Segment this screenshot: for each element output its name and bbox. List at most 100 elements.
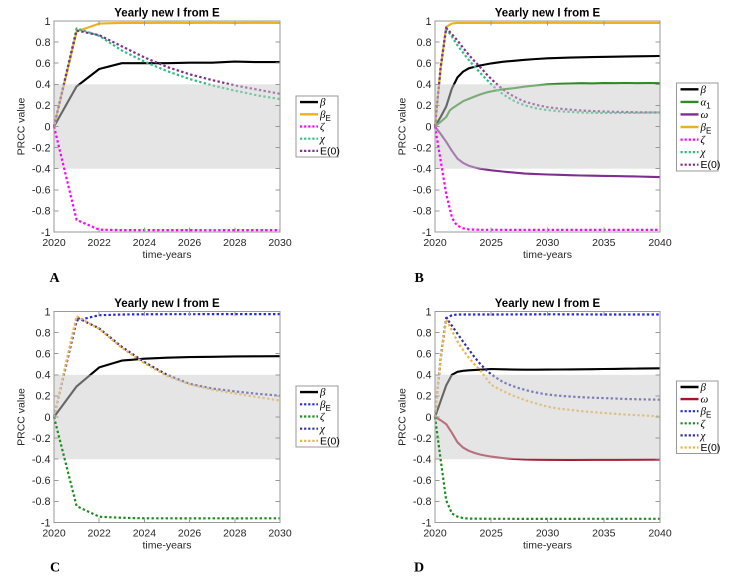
svg-text:χ: χ <box>319 423 326 435</box>
svg-text:PRCC value: PRCC value <box>16 388 28 446</box>
svg-text:Yearly new I from E: Yearly new I from E <box>495 8 601 20</box>
svg-text:0: 0 <box>425 121 431 133</box>
svg-text:B: B <box>415 271 424 286</box>
svg-text:β: β <box>319 387 326 399</box>
svg-text:1: 1 <box>425 306 431 318</box>
svg-text:ζ: ζ <box>701 134 707 146</box>
svg-text:2022: 2022 <box>88 237 112 249</box>
svg-text:ω: ω <box>701 394 709 406</box>
svg-text:2025: 2025 <box>480 528 504 540</box>
svg-text:β: β <box>319 97 326 109</box>
svg-text:C: C <box>50 561 60 576</box>
svg-text:0.8: 0.8 <box>416 37 431 49</box>
svg-text:β: β <box>700 84 707 96</box>
svg-text:time-years: time-years <box>142 540 191 552</box>
svg-text:βE: βE <box>700 122 712 136</box>
svg-text:2030: 2030 <box>268 237 292 249</box>
svg-text:0.2: 0.2 <box>416 100 431 112</box>
svg-text:2026: 2026 <box>178 237 202 249</box>
svg-text:1: 1 <box>44 306 50 318</box>
svg-text:-0.8: -0.8 <box>32 496 51 508</box>
svg-text:βE: βE <box>700 406 712 420</box>
svg-text:1: 1 <box>44 16 50 28</box>
svg-text:0.6: 0.6 <box>416 349 431 361</box>
svg-text:1: 1 <box>425 16 431 28</box>
svg-text:χ: χ <box>700 147 707 159</box>
svg-text:-0.8: -0.8 <box>413 496 432 508</box>
svg-text:0: 0 <box>425 412 431 424</box>
svg-text:χ: χ <box>700 430 707 442</box>
svg-text:Yearly new I from E: Yearly new I from E <box>114 8 220 20</box>
svg-text:-0.4: -0.4 <box>413 164 432 176</box>
svg-text:2028: 2028 <box>223 237 247 249</box>
svg-text:0.8: 0.8 <box>416 327 431 339</box>
svg-text:0.8: 0.8 <box>35 37 50 49</box>
svg-text:-0.8: -0.8 <box>413 206 432 218</box>
svg-text:0.6: 0.6 <box>416 58 431 70</box>
svg-text:0.4: 0.4 <box>35 370 50 382</box>
svg-text:PRCC value: PRCC value <box>16 97 28 155</box>
svg-text:E(0): E(0) <box>320 435 340 447</box>
svg-text:0.6: 0.6 <box>35 349 50 361</box>
svg-text:2022: 2022 <box>88 528 112 540</box>
svg-text:-0.6: -0.6 <box>32 185 51 197</box>
svg-text:2020: 2020 <box>42 528 66 540</box>
svg-text:E(0): E(0) <box>701 442 721 454</box>
svg-text:0.4: 0.4 <box>416 79 431 91</box>
svg-text:ζ: ζ <box>701 418 707 430</box>
svg-text:2030: 2030 <box>536 528 560 540</box>
svg-text:D: D <box>414 561 424 576</box>
svg-text:-0.2: -0.2 <box>413 142 432 154</box>
svg-text:2028: 2028 <box>223 528 247 540</box>
svg-text:-0.4: -0.4 <box>32 164 51 176</box>
svg-text:2020: 2020 <box>423 528 447 540</box>
svg-text:ζ: ζ <box>320 121 326 133</box>
svg-text:-0.6: -0.6 <box>413 475 432 487</box>
svg-text:-0.6: -0.6 <box>32 475 51 487</box>
svg-text:0: 0 <box>44 412 50 424</box>
svg-text:-0.6: -0.6 <box>413 185 432 197</box>
svg-text:0.8: 0.8 <box>35 327 50 339</box>
svg-text:2024: 2024 <box>133 528 157 540</box>
svg-text:0.4: 0.4 <box>416 370 431 382</box>
svg-text:0.2: 0.2 <box>35 100 50 112</box>
svg-text:2020: 2020 <box>423 237 447 249</box>
svg-text:-1: -1 <box>422 227 432 239</box>
svg-text:0.6: 0.6 <box>35 58 50 70</box>
svg-text:2035: 2035 <box>592 528 616 540</box>
svg-text:2040: 2040 <box>648 528 672 540</box>
svg-text:-0.2: -0.2 <box>413 433 432 445</box>
svg-text:βE: βE <box>319 109 331 123</box>
svg-text:time-years: time-years <box>523 540 572 552</box>
svg-text:-0.4: -0.4 <box>413 454 432 466</box>
svg-text:-0.2: -0.2 <box>32 142 51 154</box>
svg-text:PRCC value: PRCC value <box>397 388 409 446</box>
svg-text:2026: 2026 <box>178 528 202 540</box>
svg-text:0.2: 0.2 <box>35 391 50 403</box>
svg-text:-1: -1 <box>41 227 51 239</box>
svg-text:2025: 2025 <box>480 237 504 249</box>
svg-text:2035: 2035 <box>592 237 616 249</box>
svg-text:ω: ω <box>701 109 709 121</box>
svg-text:PRCC value: PRCC value <box>397 97 409 155</box>
svg-text:E(0): E(0) <box>320 145 340 157</box>
svg-text:E(0): E(0) <box>701 159 721 171</box>
svg-text:-0.8: -0.8 <box>32 206 51 218</box>
svg-text:A: A <box>50 271 61 286</box>
svg-text:-1: -1 <box>41 517 51 529</box>
svg-text:ζ: ζ <box>320 411 326 423</box>
svg-text:0.2: 0.2 <box>416 391 431 403</box>
svg-text:time-years: time-years <box>142 249 191 261</box>
svg-text:2030: 2030 <box>268 528 292 540</box>
svg-text:2040: 2040 <box>648 237 672 249</box>
svg-text:β: β <box>700 382 707 394</box>
svg-text:2030: 2030 <box>536 237 560 249</box>
svg-text:βE: βE <box>319 399 331 413</box>
svg-text:2020: 2020 <box>42 237 66 249</box>
svg-text:-1: -1 <box>422 517 432 529</box>
svg-text:-0.4: -0.4 <box>32 454 51 466</box>
svg-text:χ: χ <box>319 133 326 145</box>
svg-text:-0.2: -0.2 <box>32 433 51 445</box>
svg-text:Yearly new I from E: Yearly new I from E <box>114 298 220 310</box>
svg-text:Yearly new I from E: Yearly new I from E <box>495 298 601 310</box>
